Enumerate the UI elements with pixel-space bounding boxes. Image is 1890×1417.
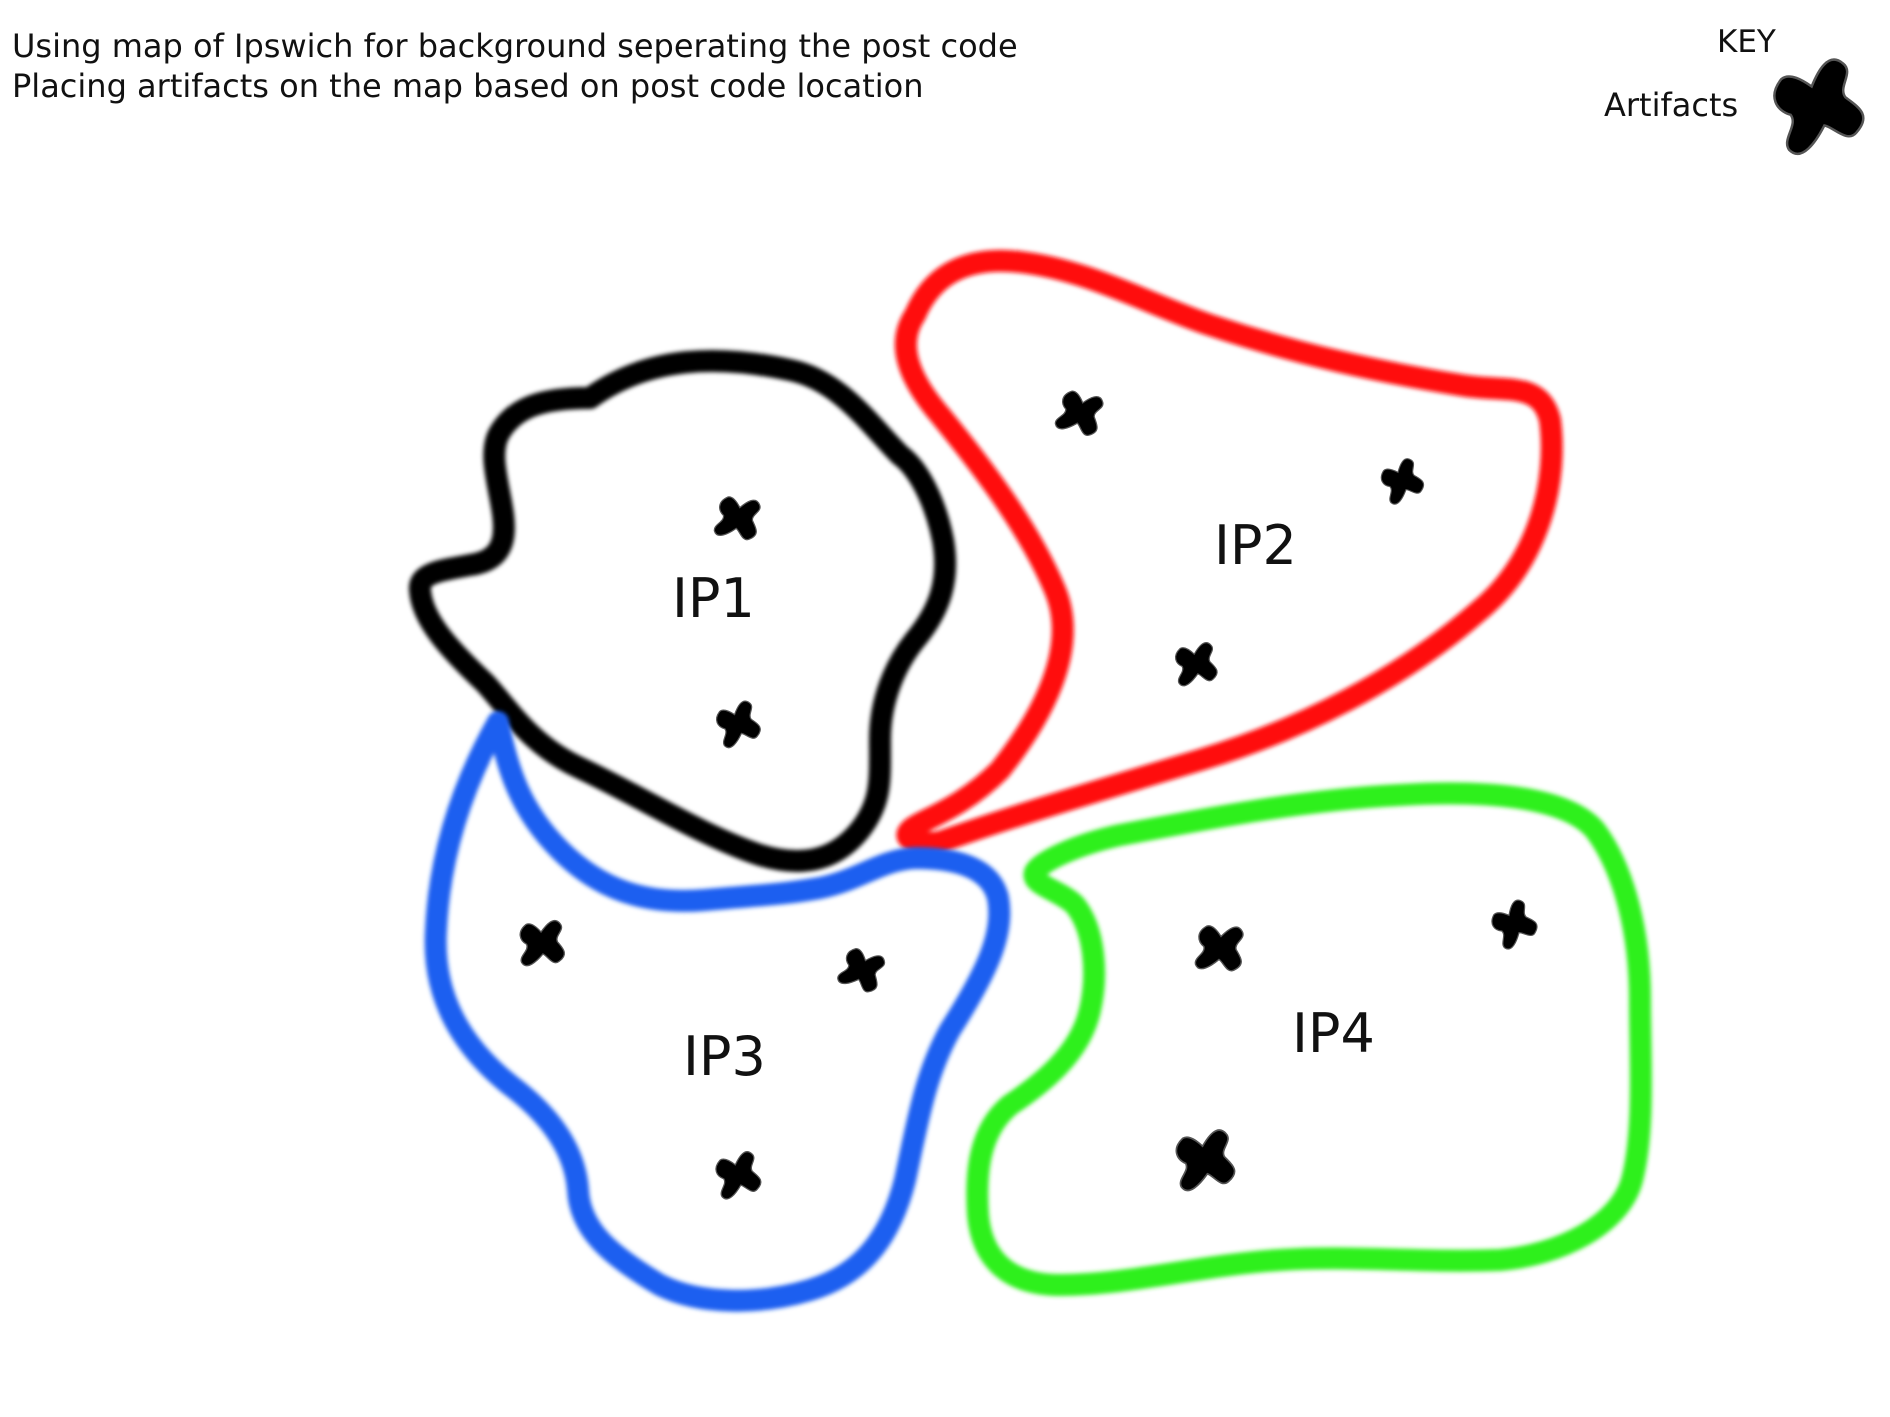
key-artifact-icon (1764, 54, 1870, 158)
region-ip1-outline (409, 349, 957, 872)
artifact-marker (1172, 640, 1220, 688)
artifact-marker (1486, 896, 1542, 952)
region-ip4-outline (966, 782, 1652, 1296)
artifact-marker (712, 493, 763, 543)
artifact-marker (711, 1149, 764, 1201)
artifact-marker (1194, 923, 1245, 973)
notes: Using map of Ipswich for background sepe… (12, 26, 1018, 106)
region-label-ip1: IP1 (672, 567, 755, 630)
region-label-ip3: IP3 (683, 1025, 766, 1088)
region-label-ip4: IP4 (1292, 1002, 1375, 1065)
artifact-marker (711, 698, 764, 750)
note-line-1: Using map of Ipswich for background sepe… (12, 27, 1018, 65)
artifact-marker (517, 919, 566, 967)
region-ip2-outline (895, 249, 1563, 854)
artifact-marker (1376, 455, 1428, 507)
region-ip3-outline (424, 711, 1011, 1312)
note-line-2: Placing artifacts on the map based on po… (12, 67, 924, 105)
artifact-marker (1171, 1127, 1238, 1193)
artifact-marker (1053, 387, 1106, 439)
region-label-ip2: IP2 (1214, 514, 1297, 577)
key-artifacts-label: Artifacts (1604, 86, 1739, 124)
artifact-marker (835, 944, 888, 996)
key-title: KEY (1717, 24, 1776, 60)
